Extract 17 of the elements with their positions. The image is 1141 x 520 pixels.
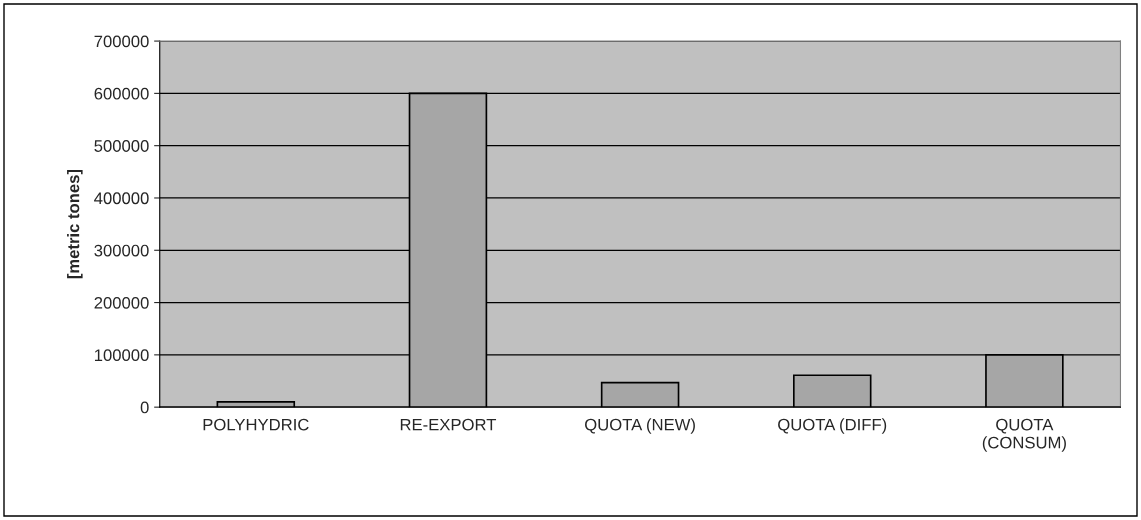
x-tick-label: QUOTA (DIFF) xyxy=(778,418,887,434)
y-tick-label: 700000 xyxy=(94,35,149,48)
bar xyxy=(600,381,680,408)
y-tick-label: 200000 xyxy=(94,296,149,309)
y-axis-title: [metric tones] xyxy=(67,169,83,279)
x-tick-label: QUOTA (CONSUM) xyxy=(982,418,1066,452)
bar xyxy=(792,374,872,408)
x-tick-label: QUOTA (NEW) xyxy=(585,418,695,434)
y-tick-label: 400000 xyxy=(94,192,149,205)
x-tick-label: POLYHYDRIC xyxy=(203,418,309,431)
bar xyxy=(216,401,296,408)
y-tick-label: 100000 xyxy=(94,349,149,362)
y-tick-label: 500000 xyxy=(94,140,149,152)
y-tick-label: 300000 xyxy=(94,244,149,257)
y-tick-label: 0 xyxy=(140,401,149,414)
x-tick-label: RE-EXPORT xyxy=(400,418,497,431)
y-tick-label: 600000 xyxy=(94,87,149,100)
